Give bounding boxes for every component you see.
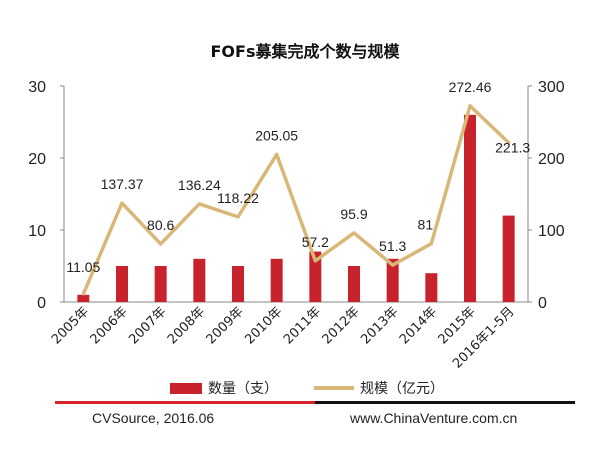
line-data-label: 95.9 — [340, 206, 367, 222]
footer-rule-black — [315, 401, 575, 404]
line-data-label: 11.05 — [66, 259, 100, 275]
x-tick-label: 2005年 — [49, 304, 92, 347]
y-right-tick-label: 100 — [538, 223, 565, 240]
line-data-label: 221.3 — [495, 140, 530, 156]
legend-item-scale: 规模（亿元） — [314, 378, 444, 398]
line-data-label: 51.3 — [379, 238, 406, 254]
x-tick-label: 2012年 — [320, 304, 363, 347]
bar-count — [464, 114, 476, 302]
line-scale — [81, 104, 510, 295]
bar-count — [348, 266, 360, 302]
line-point — [507, 141, 511, 145]
x-tick-label: 2006年 — [88, 304, 131, 347]
bar-count — [309, 251, 322, 302]
y-left-tick-label: 30 — [28, 79, 46, 96]
x-tick-label: 2013年 — [358, 304, 401, 347]
x-tick-label: 2014年 — [397, 304, 440, 347]
legend-bar-swatch — [170, 382, 202, 394]
y-left-tick-label: 0 — [37, 295, 46, 312]
line-point — [81, 292, 85, 296]
bar-count — [154, 266, 167, 302]
line-point — [159, 242, 163, 246]
bar-count — [386, 258, 399, 302]
x-tick-label: 2011年 — [281, 304, 324, 347]
line-point — [275, 152, 279, 156]
line-data-label: 118.22 — [217, 190, 259, 206]
line-data-label: 272.46 — [449, 79, 492, 95]
legend-line-swatch — [314, 386, 354, 390]
line-data-label: 136.24 — [178, 177, 221, 193]
x-tick-label: 2007年 — [126, 304, 169, 347]
bar-count — [270, 258, 283, 302]
bar-count — [193, 258, 206, 302]
line-point — [120, 201, 124, 205]
x-tick-label: 2010年 — [242, 304, 285, 347]
bar-count — [116, 266, 128, 302]
bar-count — [77, 294, 90, 302]
y-right-tick-label: 200 — [538, 151, 565, 168]
line-point — [429, 242, 433, 246]
y-right-tick-label: 300 — [538, 79, 565, 96]
legend-scale-label: 规模（亿元） — [360, 381, 444, 397]
footer-rule-red — [55, 401, 315, 404]
website-text: www.ChinaVenture.com.cn — [350, 410, 518, 426]
line-data-label: 57.2 — [302, 234, 329, 250]
x-tick-label: 2008年 — [165, 304, 208, 347]
x-tick-label: 2009年 — [204, 304, 247, 347]
y-left-tick-label: 20 — [28, 151, 46, 168]
source-text: CVSource, 2016.06 — [92, 410, 215, 426]
legend-item-count: 数量（支） — [170, 378, 278, 398]
legend-count-label: 数量（支） — [208, 381, 278, 397]
line-point — [197, 202, 201, 206]
y-right-tick-label: 0 — [538, 295, 547, 312]
line-point — [236, 215, 240, 219]
line-data-label: 205.05 — [255, 127, 298, 143]
chart-title: FOFs募集完成个数与规模 — [210, 42, 400, 61]
line-data-label: 80.6 — [147, 217, 174, 233]
bar-count — [502, 215, 515, 302]
line-point — [352, 231, 356, 235]
line-point — [391, 263, 395, 267]
line-point — [468, 104, 472, 108]
y-left-tick-label: 10 — [28, 223, 46, 240]
bar-count — [232, 266, 244, 302]
chart-legend: 数量（支） 规模（亿元） — [170, 378, 444, 398]
line-data-label: 137.37 — [101, 176, 144, 192]
line-data-label: 81 — [418, 217, 434, 233]
line-point — [313, 259, 317, 263]
bar-count — [425, 273, 438, 302]
